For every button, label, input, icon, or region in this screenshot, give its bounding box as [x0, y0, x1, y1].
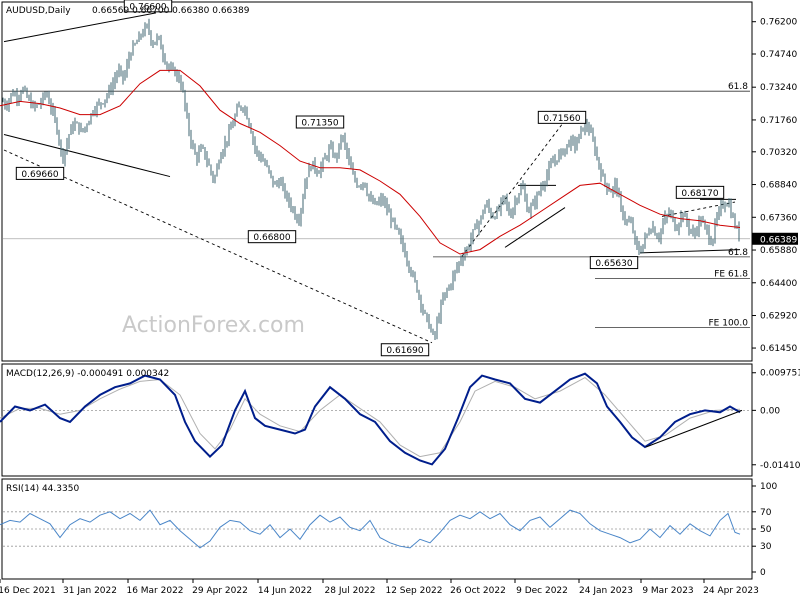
price-tick-label: 0.64400 — [760, 279, 797, 289]
pivot-label-box — [295, 115, 345, 129]
rsi-tick-label: 50 — [760, 525, 772, 535]
pivot-label: 0.76600 — [129, 2, 166, 12]
x-tick-label: 26 Oct 2022 — [450, 586, 506, 596]
pivot-label-box — [380, 343, 430, 357]
x-tick-label: 9 Mar 2023 — [642, 586, 693, 596]
fib-line-label: 61.8 — [728, 248, 748, 258]
pivot-label: 0.61690 — [386, 346, 423, 356]
x-tick-label: 24 Apr 2023 — [703, 586, 759, 596]
price-tick-label: 0.67360 — [760, 213, 797, 223]
pivot-label-box — [123, 0, 173, 13]
pivot-label-box — [537, 110, 587, 124]
rsi-tick-label: 70 — [760, 508, 772, 518]
x-tick-label: 16 Mar 2022 — [126, 586, 183, 596]
pivot-label: 0.71560 — [543, 114, 580, 124]
x-axis: 16 Dec 2021 31 Jan 2022 16 Mar 2022 29 Apr … — [0, 579, 759, 596]
price-tick-label: 0.65880 — [760, 246, 797, 256]
price-tick-label: 0.61450 — [760, 344, 797, 354]
pivot-label-box — [247, 230, 297, 244]
x-tick-label: 24 Jan 2023 — [579, 586, 633, 596]
macd-series-layer: 0.009751 0.00 -0.014107 — [0, 369, 800, 471]
upper-channel-line — [3, 12, 157, 43]
macd-panel-title: MACD(12,26,9) -0.000491 0.000342 — [6, 369, 169, 379]
x-tick-label: 29 Apr 2022 — [192, 586, 248, 596]
rsi-tick-label: 100 — [760, 482, 777, 492]
moving-average-line — [0, 69, 741, 255]
ohlc-bars — [2, 18, 740, 341]
macd-line — [0, 372, 741, 466]
price-tick-label: 0.70320 — [760, 148, 797, 158]
macd-tick-label: 0.009751 — [760, 369, 800, 379]
pivot-label: 0.65630 — [595, 259, 632, 269]
pivot-label: 0.69660 — [21, 170, 58, 180]
price-tick-label: 0.68840 — [760, 181, 797, 191]
x-tick-label: 28 Jul 2022 — [325, 586, 376, 596]
ohlc-readout: 0.66569 0.66700 0.66380 0.66389 — [92, 6, 250, 16]
x-tick-label: 14 Jun 2022 — [258, 586, 312, 596]
pivot-label-box — [675, 185, 725, 199]
pivot-label-box — [15, 166, 65, 180]
range-support-line — [639, 249, 741, 254]
rsi-panel-title: RSI(14) 44.3350 — [6, 484, 79, 494]
rsi-tick-label: 0 — [760, 568, 766, 578]
price-tick-label: 0.62920 — [760, 312, 797, 322]
price-tick-label: 0.73240 — [760, 83, 797, 93]
early-channel-line — [3, 134, 171, 178]
macd-tick-label: 0.00 — [760, 406, 780, 416]
pivot-label: 0.71350 — [301, 119, 338, 129]
macd-tick-label: -0.014107 — [760, 461, 800, 471]
pivot-label-box — [589, 256, 639, 270]
price-tick-label: 0.71760 — [760, 116, 797, 126]
fib-line-label: FE 100.0 — [709, 318, 749, 328]
fib-line-label: FE 61.8 — [714, 269, 748, 279]
x-tick-label: 12 Sep 2022 — [385, 586, 442, 596]
macd-trendline — [645, 409, 743, 448]
pivot-label: 0.68170 — [681, 189, 718, 199]
x-tick-label: 16 Dec 2021 — [0, 586, 56, 596]
rsi-series-layer: 100 70 50 30 0 — [0, 482, 777, 578]
fib-line-label: 61.8 — [728, 82, 748, 92]
price-panel-title: AUDUSD,Daily — [6, 6, 71, 16]
price-tick-label: 0.74740 — [760, 50, 797, 60]
last-price-box — [752, 232, 798, 245]
price-series-layer: 0.76200 0.74740 0.73240 0.71760 0.70320 0.688… — [0, 0, 798, 357]
price-tick-label: 0.76200 — [760, 18, 797, 28]
x-tick-label: 9 Dec 2022 — [516, 586, 568, 596]
rebound-channel-line — [504, 207, 566, 248]
x-tick-label: 31 Jan 2022 — [63, 586, 117, 596]
rsi-line — [0, 509, 741, 549]
pivot-label: 0.66800 — [253, 233, 290, 243]
long-term-trendline — [3, 149, 433, 344]
rsi-tick-label: 30 — [760, 542, 772, 552]
last-price-label: 0.66389 — [760, 235, 797, 245]
price-panel — [1, 1, 753, 362]
watermark: ActionForex.com — [122, 313, 305, 338]
